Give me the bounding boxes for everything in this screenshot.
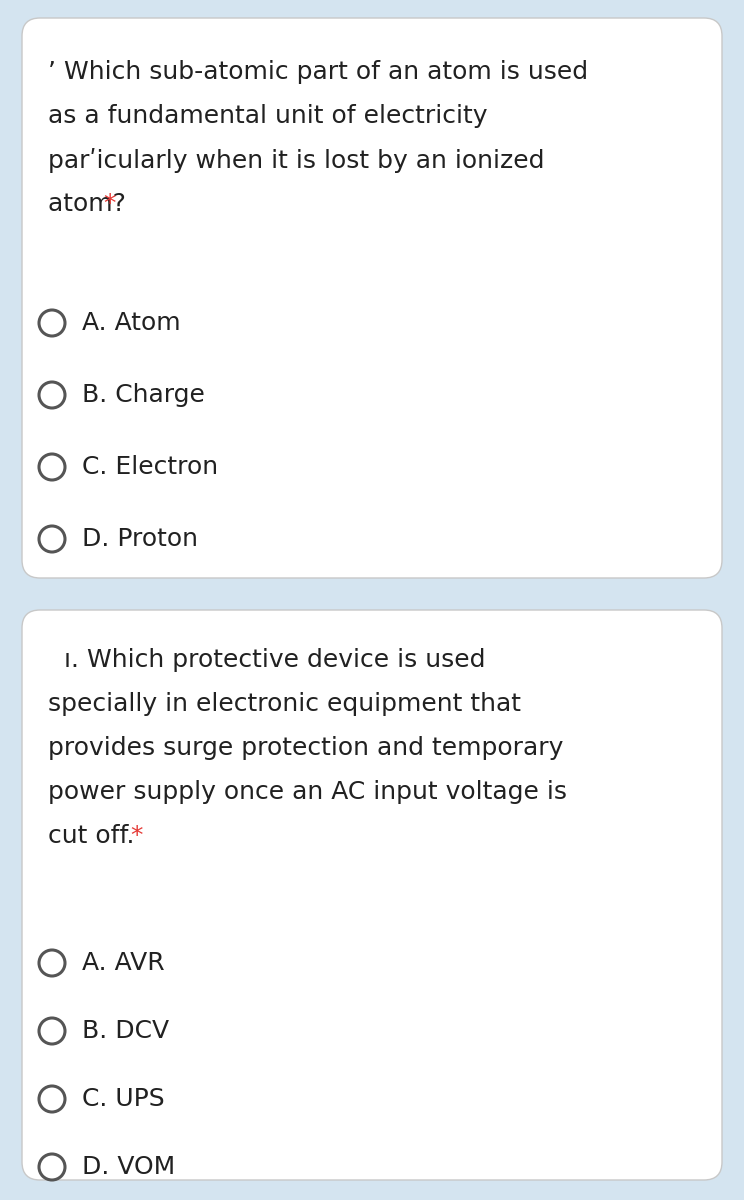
Text: ’ Which sub-atomic part of an atom is used: ’ Which sub-atomic part of an atom is us…	[48, 60, 588, 84]
Text: ı. Which protective device is used: ı. Which protective device is used	[48, 648, 486, 672]
Text: D. VOM: D. VOM	[82, 1154, 176, 1178]
Text: B. Charge: B. Charge	[82, 383, 205, 407]
Text: A. Atom: A. Atom	[82, 311, 181, 335]
Text: as a fundamental unit of electricity: as a fundamental unit of electricity	[48, 104, 487, 128]
Text: A. AVR: A. AVR	[82, 950, 164, 974]
Text: *: *	[131, 824, 143, 848]
Text: parʹicularly when it is lost by an ionized: parʹicularly when it is lost by an ioniz…	[48, 148, 545, 173]
Text: *: *	[103, 192, 115, 216]
Text: cut off.: cut off.	[48, 824, 143, 848]
Text: C. Electron: C. Electron	[82, 455, 218, 479]
Text: atom?: atom?	[48, 192, 134, 216]
Text: power supply once an AC input voltage is: power supply once an AC input voltage is	[48, 780, 567, 804]
Text: specially in electronic equipment that: specially in electronic equipment that	[48, 692, 521, 716]
Text: D. Proton: D. Proton	[82, 527, 198, 551]
Text: B. DCV: B. DCV	[82, 1019, 169, 1043]
FancyBboxPatch shape	[22, 610, 722, 1180]
Text: provides surge protection and temporary: provides surge protection and temporary	[48, 736, 563, 760]
FancyBboxPatch shape	[22, 18, 722, 578]
Text: C. UPS: C. UPS	[82, 1087, 164, 1111]
